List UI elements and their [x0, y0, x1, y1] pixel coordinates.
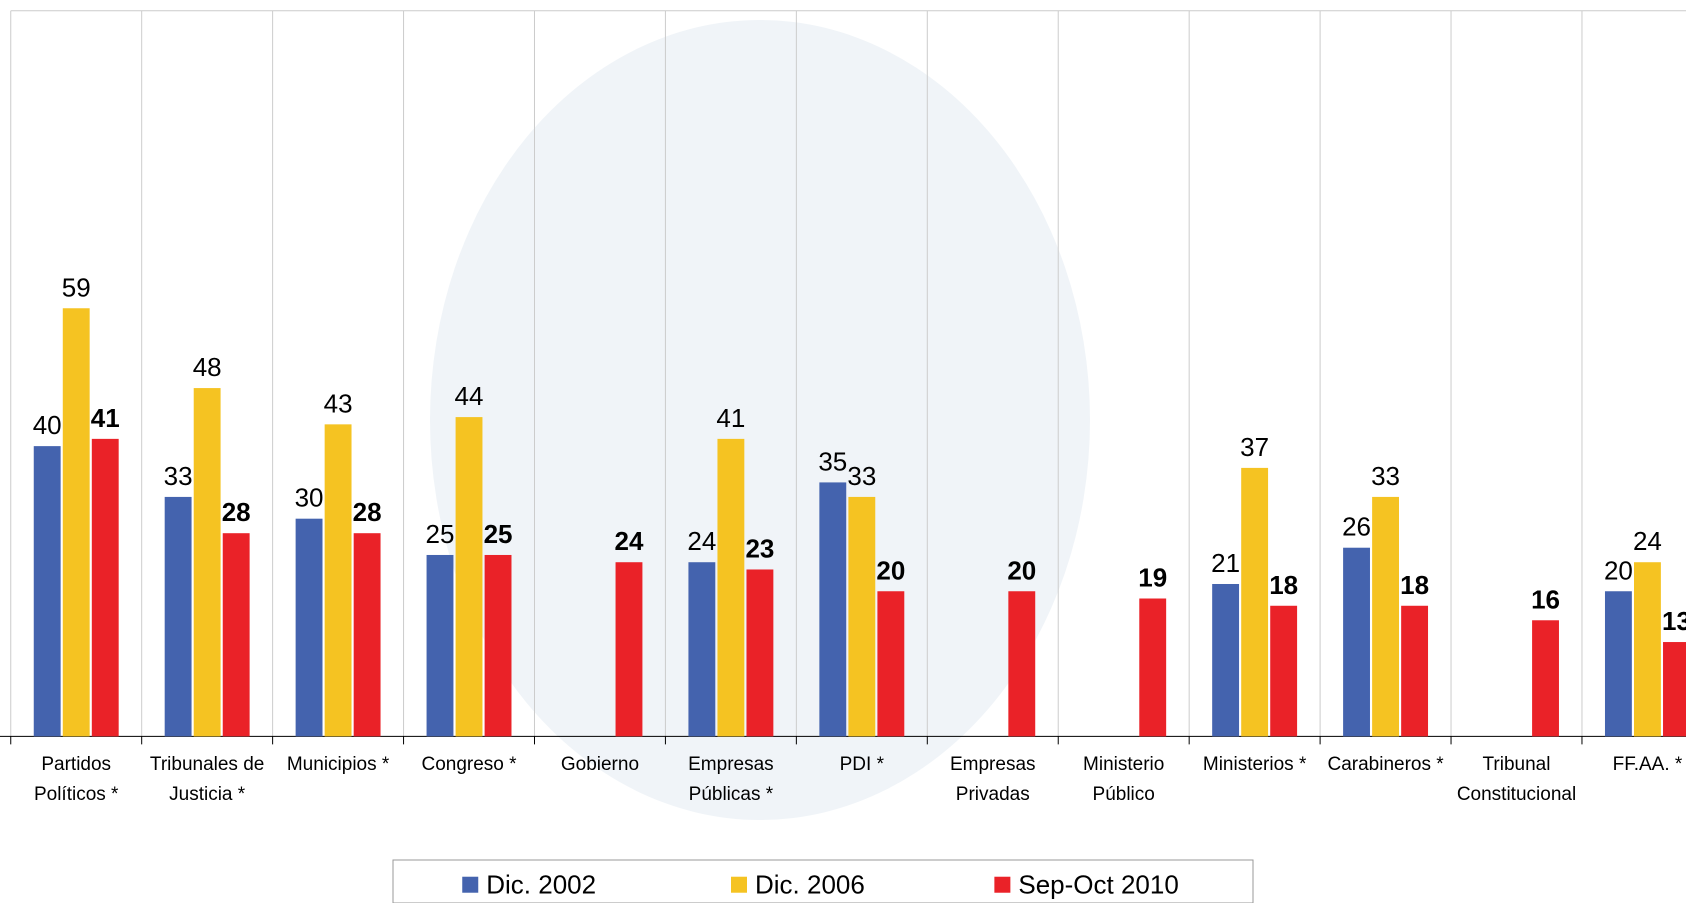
value-label: 19: [1138, 563, 1167, 593]
value-label: 13: [1662, 606, 1686, 636]
bar: [1270, 605, 1298, 737]
bar: [1634, 562, 1661, 737]
value-label: 48: [193, 352, 222, 382]
value-label: 23: [745, 533, 774, 563]
legend-swatch: [994, 876, 1011, 893]
bar: [193, 388, 221, 737]
value-label: 37: [1240, 432, 1269, 462]
value-label: 24: [615, 526, 644, 556]
x-tick-label: FF.AA. *: [1612, 754, 1683, 776]
x-tick-label: Tribunal Constitucional: [1456, 754, 1577, 806]
x-tick-label: Congreso *: [421, 754, 517, 776]
legend-swatch: [462, 876, 479, 893]
value-label: 33: [1371, 461, 1400, 491]
bar: [877, 591, 905, 737]
bar: [1604, 591, 1632, 737]
value-label: 16: [1531, 584, 1560, 614]
legend-label: Dic. 2006: [755, 870, 865, 900]
x-tick-label: Municipios *: [286, 754, 390, 776]
x-tick-label: Carabineros *: [1327, 754, 1444, 776]
x-tick-label: Gobierno: [560, 754, 640, 776]
x-tick-label: Empresas Privadas: [949, 754, 1036, 806]
bar: [1343, 547, 1370, 737]
value-label: 59: [62, 272, 91, 302]
bar: [1532, 620, 1559, 737]
bar: [717, 438, 745, 737]
value-label: 20: [1604, 555, 1633, 585]
bar: [746, 569, 774, 737]
value-label: 33: [847, 461, 876, 491]
bar: [1663, 642, 1686, 737]
bar: [33, 446, 61, 737]
value-label: 25: [426, 519, 455, 549]
bar: [1372, 496, 1400, 737]
x-tick-label: Ministerios *: [1202, 754, 1307, 776]
value-label: 26: [1342, 512, 1371, 542]
value-label: 20: [876, 555, 905, 585]
bar: [324, 424, 352, 737]
legend-box: [392, 859, 1254, 903]
bar: [91, 438, 119, 737]
value-label: 28: [353, 497, 382, 527]
bar: [426, 554, 454, 737]
bar: [615, 562, 643, 737]
bar: [1401, 605, 1429, 737]
x-tick-label: Empresas Públicas *: [688, 754, 774, 806]
value-label: 18: [1269, 570, 1298, 600]
value-label: 41: [91, 403, 120, 433]
bar: [164, 496, 192, 737]
bar: [1139, 598, 1167, 737]
watermark: [430, 20, 1090, 820]
bar: [484, 554, 512, 737]
bar: [848, 496, 876, 737]
bar: [353, 533, 381, 737]
bar: [688, 562, 716, 737]
legend-label: Sep-Oct 2010: [1018, 870, 1178, 900]
value-label: 43: [324, 388, 353, 418]
value-label: 40: [33, 410, 62, 440]
value-label: 35: [818, 446, 847, 476]
value-label: 41: [716, 403, 745, 433]
x-tick-label: Tribunales de Justicia *: [149, 754, 265, 806]
bar: [1008, 591, 1036, 737]
bar: [819, 482, 847, 737]
bar: [1241, 467, 1269, 737]
bar: [295, 518, 323, 737]
value-label: 24: [687, 526, 716, 556]
x-tick-label: Ministerio Público: [1083, 754, 1165, 806]
bar: [1212, 583, 1240, 737]
bar: [62, 308, 90, 737]
bar: [455, 417, 483, 737]
value-label: 21: [1211, 548, 1240, 578]
value-label: 24: [1633, 526, 1662, 556]
x-tick-label: PDI *: [839, 754, 884, 776]
legend-label: Dic. 2002: [486, 870, 596, 900]
value-label: 30: [295, 483, 324, 513]
value-label: 18: [1400, 570, 1429, 600]
legend-swatch: [731, 876, 747, 893]
x-tick-label: Partidos Políticos *: [33, 754, 119, 806]
value-label: 25: [484, 519, 513, 549]
value-label: 20: [1007, 555, 1036, 585]
value-label: 33: [164, 461, 193, 491]
bar: [222, 533, 250, 737]
value-label: 28: [222, 497, 251, 527]
value-label: 44: [455, 381, 484, 411]
